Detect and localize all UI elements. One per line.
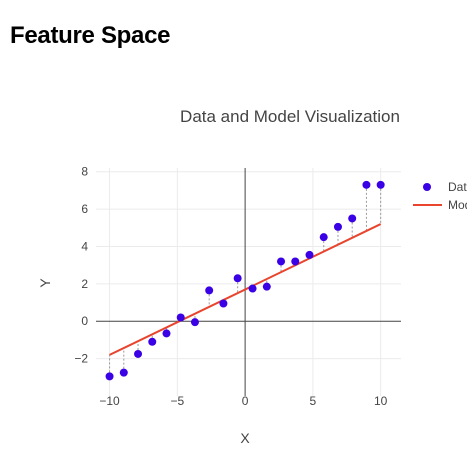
x-tick-label: 0 (242, 394, 249, 408)
y-tick-label: 4 (81, 239, 88, 253)
data-point (362, 180, 371, 189)
y-tick-label: −2 (74, 352, 88, 366)
data-point (105, 372, 114, 381)
data-point (305, 250, 314, 259)
data-point (319, 233, 328, 242)
legend-data-marker (423, 183, 431, 191)
data-point (291, 257, 300, 266)
data-point (134, 349, 143, 358)
y-tick-label: 8 (81, 165, 88, 179)
data-point (205, 286, 214, 295)
grid (96, 168, 401, 396)
data-point (219, 299, 228, 308)
data-point (190, 318, 199, 327)
x-tick-label: 5 (310, 394, 317, 408)
data-point (248, 284, 257, 293)
data-point (277, 257, 286, 266)
x-tick-label: 10 (374, 394, 388, 408)
data-point (162, 329, 171, 338)
page-heading: Feature Space (10, 22, 171, 49)
legend[interactable]: Data Model (413, 180, 467, 212)
legend-model-label: Model (448, 198, 467, 212)
legend-data-label: Data (448, 180, 467, 194)
zero-axes (96, 168, 401, 396)
data-point (119, 368, 128, 377)
y-tick-labels: −2 0 2 4 6 8 (74, 165, 88, 366)
chart-title: Data and Model Visualization (180, 107, 400, 126)
data-point (333, 222, 342, 231)
y-tick-label: 6 (81, 202, 88, 216)
data-point (262, 282, 271, 291)
data-point (376, 180, 385, 189)
x-tick-label: −10 (99, 394, 120, 408)
data-point (348, 214, 357, 223)
data-point (148, 337, 157, 346)
y-tick-label: 2 (81, 277, 88, 291)
x-axis-title: X (240, 430, 250, 446)
y-axis-title: Y (37, 278, 53, 288)
data-point (233, 274, 242, 283)
data-point (176, 313, 185, 322)
x-tick-label: −5 (170, 394, 184, 408)
y-tick-label: 0 (81, 314, 88, 328)
x-tick-labels: −10 −5 0 5 10 (99, 394, 387, 408)
data-points (105, 180, 385, 381)
model-line (109, 223, 382, 356)
model-line-group (109, 223, 382, 356)
